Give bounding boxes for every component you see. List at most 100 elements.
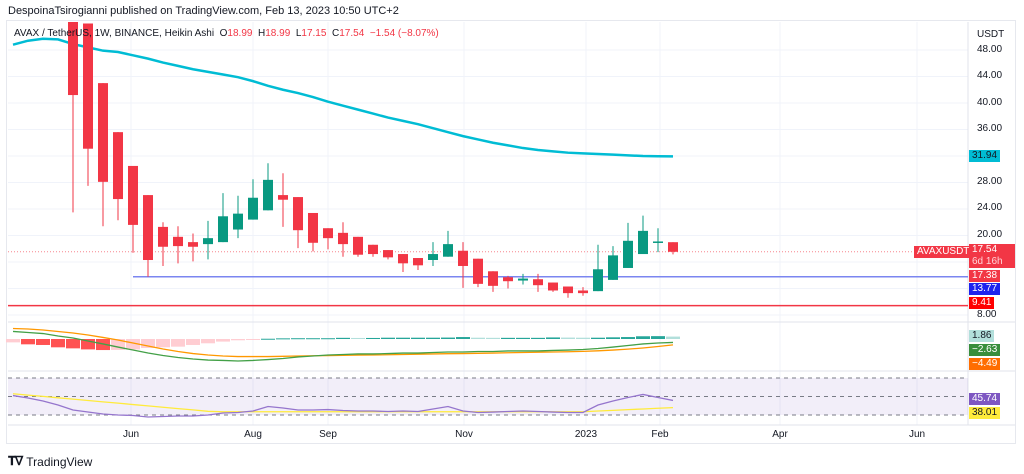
macd-histogram-bar: [396, 337, 410, 339]
macd-histogram-bar: [231, 339, 245, 341]
candle-body: [128, 165, 138, 225]
macd-histogram-bar: [606, 337, 620, 339]
macd-histogram-bar: [561, 337, 575, 339]
macd-histogram-bar: [6, 339, 20, 343]
macd-signal-line: [12, 327, 674, 358]
candle-body: [143, 195, 153, 261]
macd-histogram-bar: [261, 338, 275, 340]
sma-price-label: 31.94: [969, 150, 1001, 162]
candle-body: [113, 132, 123, 200]
publish-info: DespoinaTsirogianni published on Trading…: [8, 5, 399, 17]
candle-body: [548, 282, 558, 291]
candle-body: [563, 286, 573, 294]
macd-histogram-bar: [636, 336, 650, 339]
macd-hist-label: 1.86: [969, 330, 995, 342]
grid: [8, 22, 1015, 426]
high-value: 18.99: [265, 28, 291, 39]
time-label: Apr: [772, 429, 788, 440]
rsi-ma-label: 38.01: [969, 407, 1001, 419]
symbol-name: AVAX / TetherUS, 1W, BINANCE, Heikin Ash…: [14, 28, 215, 39]
macd-histogram-bar: [531, 337, 545, 339]
sma-path: [12, 37, 674, 158]
blue-line-label: 13.77: [969, 283, 1001, 295]
candle-body: [188, 242, 198, 247]
rsi-label: 45.74: [969, 393, 1001, 405]
candle-body: [263, 179, 273, 211]
candle-body: [578, 290, 588, 294]
candle-body: [398, 254, 408, 264]
rsi-line: [12, 393, 674, 418]
candle-body: [368, 244, 378, 255]
macd-histogram-bar: [666, 336, 680, 339]
price-label-17-38: 17.38: [969, 270, 1001, 282]
macd-histogram-bar: [156, 339, 170, 348]
macd-histogram-bar: [651, 336, 665, 339]
time-label: Jun: [122, 429, 140, 440]
macd-histogram-bar: [546, 337, 560, 339]
macd-histogram-bar: [351, 337, 365, 339]
macd-histogram-bar: [141, 339, 155, 348]
tradingview-logo[interactable]: 𝐓∇ TradingView: [8, 454, 92, 469]
low-label: L: [295, 28, 302, 39]
macd-label: −2.63: [969, 344, 1001, 356]
candle-body: [293, 197, 303, 231]
price-tick: 48.00: [977, 44, 1003, 55]
time-label: Feb: [651, 429, 669, 440]
candle-body: [308, 212, 318, 243]
macd-pane: [6, 327, 680, 362]
macd-histogram-bar: [306, 338, 320, 340]
candle-body: [248, 197, 258, 220]
candle-body: [608, 255, 618, 280]
macd-histogram-bar: [51, 339, 65, 348]
tradingview-logo-icon: 𝐓∇: [8, 454, 23, 468]
price-tick: 8.00: [977, 309, 997, 320]
candle-body: [623, 240, 633, 268]
candle-body: [653, 241, 663, 243]
candle-body: [383, 250, 393, 258]
macd-histogram-bar: [246, 339, 260, 340]
close-value: 17.54: [339, 28, 365, 39]
macd-histogram-bar: [366, 337, 380, 339]
price-tick: 36.00: [977, 123, 1003, 134]
open-value: 18.99: [227, 28, 253, 39]
macd-histogram-bar: [471, 337, 485, 339]
brand-name: TradingView: [26, 454, 93, 469]
macd-histogram-bar: [501, 337, 515, 339]
macd-histogram-bar: [201, 339, 215, 344]
macd-histogram-bar: [336, 337, 350, 339]
candles: [68, 22, 678, 298]
candle-body: [503, 277, 513, 282]
macd-histogram-bar: [111, 339, 125, 350]
symbol-legend[interactable]: AVAX / TetherUS, 1W, BINANCE, Heikin Ash…: [14, 28, 439, 39]
macd-histogram-bar: [276, 338, 290, 340]
macd-line: [12, 330, 674, 362]
candle-body: [353, 236, 363, 255]
price-tick: 44.00: [977, 70, 1003, 81]
macd-histogram-bar: [381, 337, 395, 339]
candle-body: [428, 254, 438, 261]
candle-body: [638, 230, 648, 255]
macd-histogram-bar: [456, 337, 470, 339]
time-label: Jun: [908, 429, 926, 440]
horizontal-lines: [8, 251, 968, 307]
candle-body: [668, 242, 678, 252]
chart-frame: [6, 20, 1016, 444]
candle-body: [158, 226, 168, 247]
macd-histogram-bar: [81, 339, 95, 350]
macd-histogram-bar: [171, 339, 185, 347]
macd-histogram-bar: [426, 337, 440, 339]
macd-histogram-bar: [486, 337, 500, 339]
last-price: 17.54: [972, 244, 998, 255]
price-tick: 28.00: [977, 176, 1003, 187]
time-label: Sep: [319, 429, 337, 440]
candle-body: [218, 216, 228, 243]
high-label: H: [258, 28, 266, 39]
time-label: 2023: [574, 429, 598, 440]
macd-histogram-bar: [186, 339, 200, 345]
signal-label: −4.49: [969, 358, 1001, 370]
candle-body: [203, 238, 213, 245]
candle-body: [488, 271, 498, 286]
price-tick: 20.00: [977, 229, 1003, 240]
candle-body: [473, 258, 483, 284]
